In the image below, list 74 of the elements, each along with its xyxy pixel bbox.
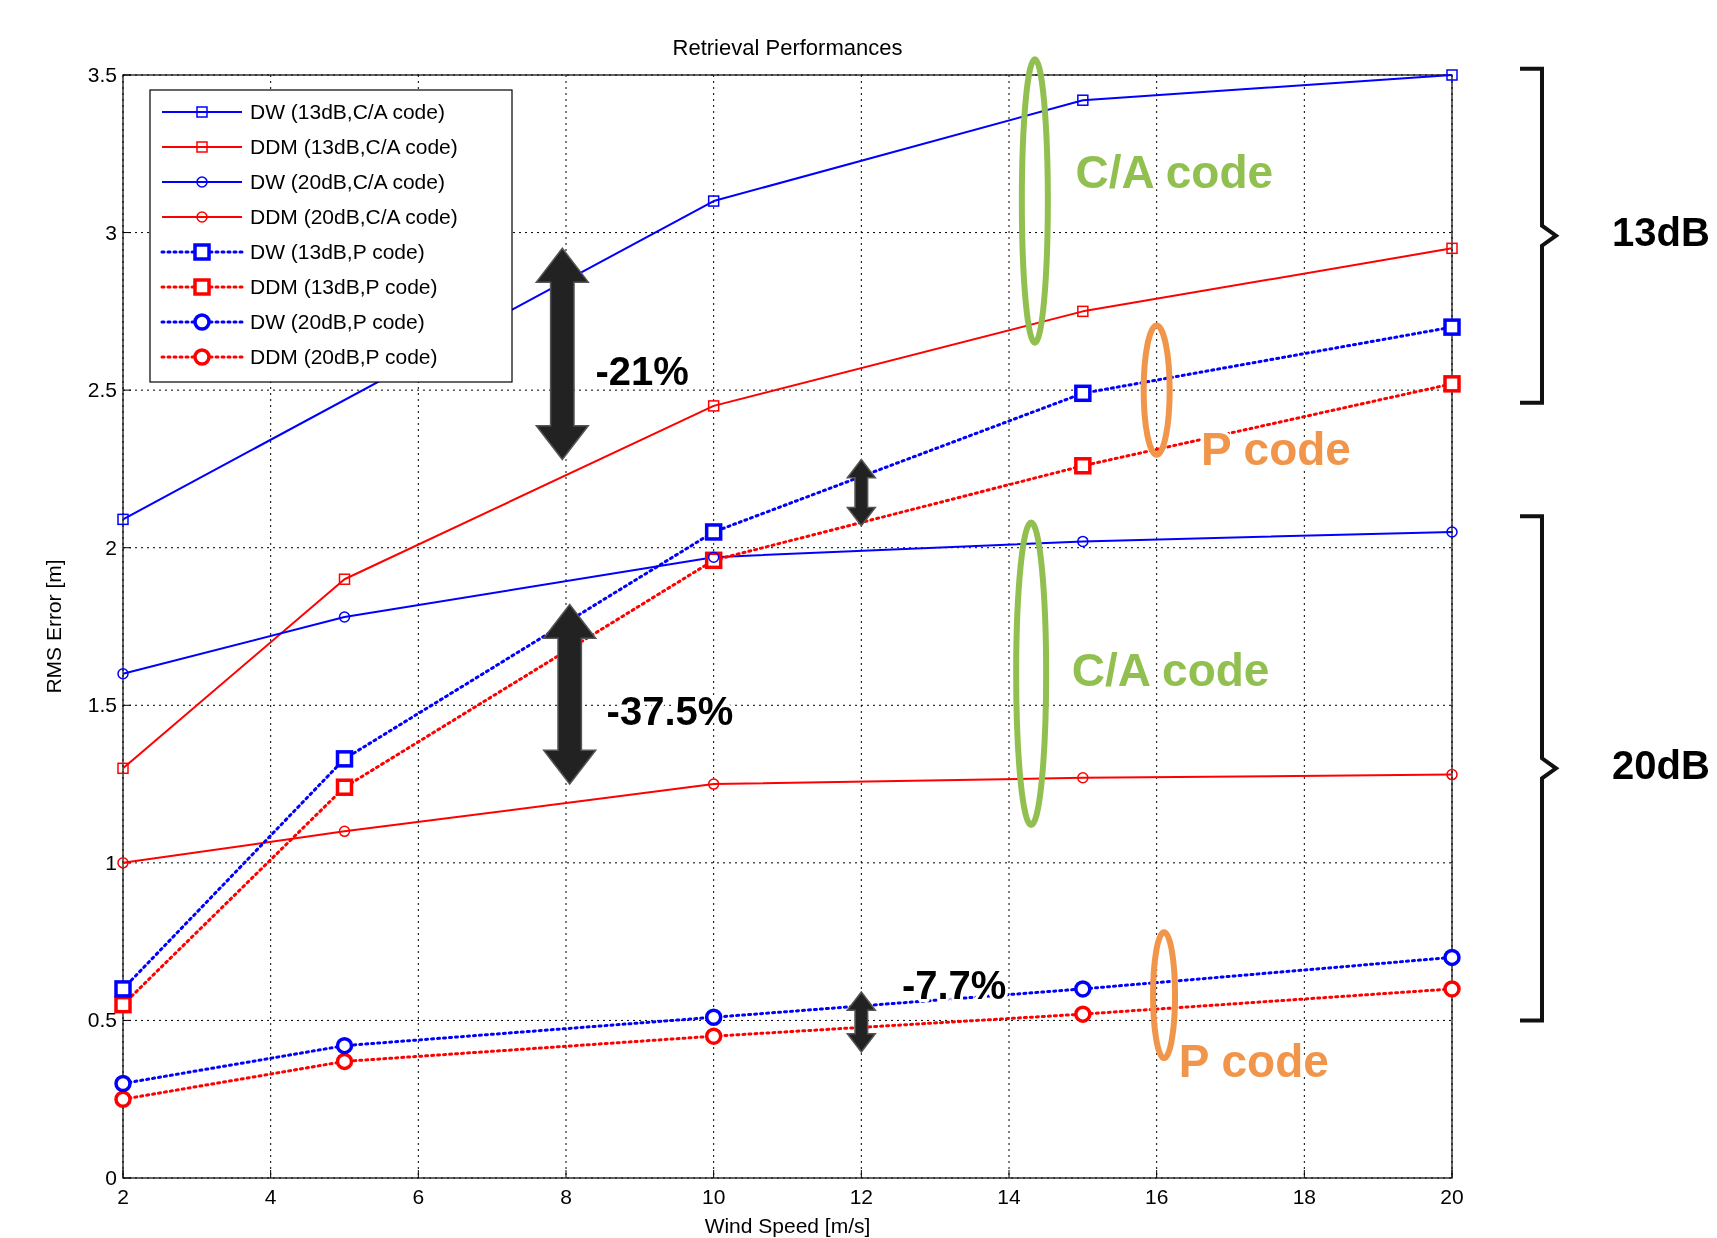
x-tick-label: 10	[701, 1185, 726, 1208]
x-axis-title: Wind Speed [m/s]	[704, 1214, 871, 1237]
point	[704, 1008, 723, 1027]
point	[338, 573, 351, 585]
point	[707, 195, 720, 207]
legend-label: DDM (20dB,P code)	[250, 345, 438, 368]
point	[117, 857, 129, 869]
legend-label: DDM (13dB,C/A code)	[250, 135, 458, 158]
point	[1077, 535, 1089, 548]
point	[1077, 305, 1089, 318]
point	[114, 995, 132, 1014]
point	[707, 400, 720, 412]
chart-title: Retrieval Performances	[672, 35, 903, 60]
point	[1446, 526, 1458, 538]
point	[117, 668, 129, 680]
x-tick-label: 8	[560, 1185, 572, 1208]
y-tick-label: 1.5	[87, 693, 117, 717]
point	[1074, 457, 1092, 475]
point	[1074, 980, 1092, 998]
point	[1443, 948, 1461, 967]
point	[335, 750, 354, 768]
y-tick-label: 1	[105, 850, 117, 874]
point	[114, 980, 132, 998]
point	[1077, 772, 1089, 784]
y-tick-label: 3	[105, 220, 117, 244]
x-tick-label: 6	[412, 1185, 425, 1208]
point	[117, 762, 129, 775]
annotation: P code	[1200, 423, 1351, 476]
point	[1446, 69, 1458, 81]
annotation: C/A code	[1071, 643, 1270, 696]
x-tick-label: 14	[997, 1185, 1021, 1208]
annotation: P code	[1178, 1034, 1329, 1087]
annotation: C/A code	[1075, 146, 1274, 198]
point	[114, 1090, 132, 1108]
point	[1443, 980, 1461, 998]
point	[338, 825, 351, 838]
legend-label: DW (13dB,C/A code)	[250, 100, 445, 123]
legend-label: DW (20dB,P code)	[250, 310, 425, 333]
point	[335, 1036, 354, 1055]
y-axis-title: RMS Error [m]	[42, 559, 65, 694]
point	[1446, 768, 1458, 781]
y-tick-label: 2	[105, 535, 117, 559]
point	[114, 1074, 132, 1093]
x-tick-label: 20	[1440, 1185, 1464, 1208]
y-tick-label: 0	[105, 1166, 117, 1189]
point	[704, 1027, 723, 1045]
legend-label: DW (13dB,P code)	[250, 240, 425, 263]
point	[1443, 375, 1461, 393]
annotation: -7.7%	[901, 963, 1007, 1008]
point	[1446, 242, 1458, 255]
y-tick-label: 0.5	[87, 1008, 117, 1032]
point	[707, 778, 720, 790]
x-tick-label: 18	[1292, 1185, 1317, 1208]
point	[1443, 318, 1461, 336]
text: 20dB	[1612, 742, 1710, 787]
legend-label: DW (20dB,C/A code)	[250, 170, 445, 193]
point	[335, 778, 354, 796]
point	[704, 523, 723, 541]
point	[335, 1052, 354, 1071]
text: 13dB	[1612, 210, 1710, 255]
x-tick-label: 4	[264, 1185, 277, 1208]
legend-label: DDM (20dB,C/A code)	[250, 205, 458, 228]
y-tick-label: 3.5	[87, 63, 117, 86]
point	[1077, 94, 1089, 106]
point	[1074, 1005, 1092, 1023]
annotation: -37.5%	[606, 689, 734, 734]
x-tick-label: 16	[1144, 1185, 1169, 1208]
x-tick-label: 12	[849, 1185, 874, 1208]
point	[338, 611, 351, 623]
annotation: -21%	[595, 348, 689, 393]
y-tick-label: 2.5	[87, 378, 117, 402]
point	[117, 513, 129, 526]
legend-label: DDM (13dB,P code)	[250, 275, 438, 298]
point	[1074, 384, 1092, 403]
